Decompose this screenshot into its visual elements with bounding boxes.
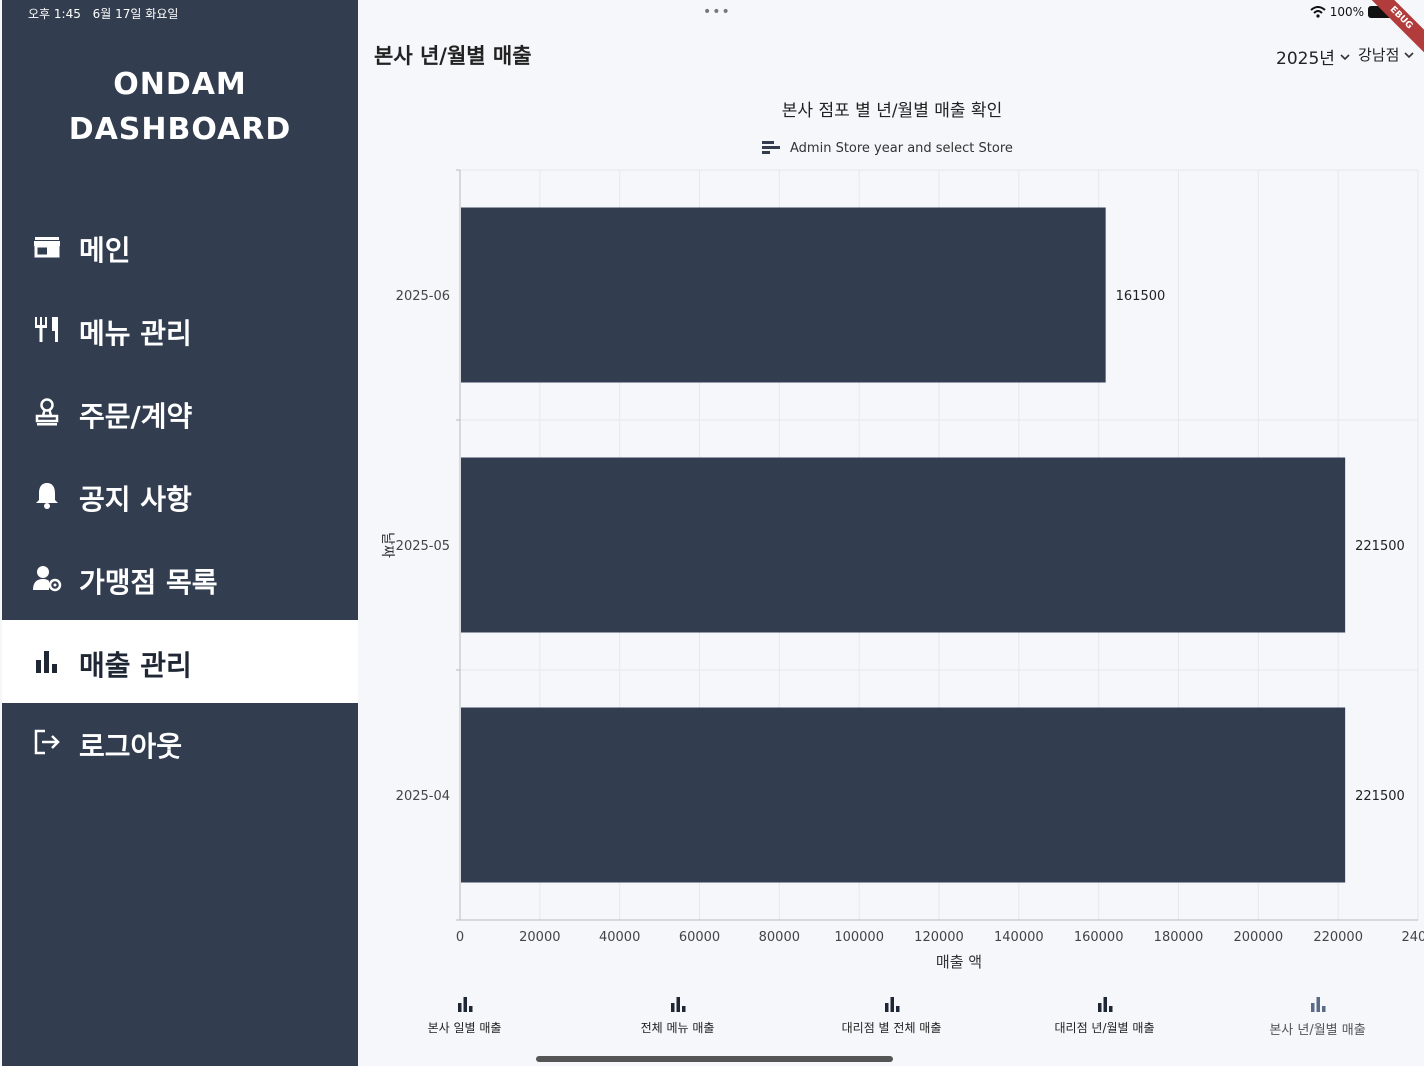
utensils-icon	[35, 317, 58, 342]
tab-hq-daily-sales[interactable]: 본사 일별 매출	[358, 985, 571, 1036]
status-bar-left: 오후 1:45 6월 17일 화요일	[28, 5, 186, 22]
brand-line2: DASHBOARD	[68, 112, 292, 147]
bar-chart-icon	[1310, 997, 1325, 1012]
user-settings-icon	[33, 566, 62, 592]
x-tick-label: 120000	[914, 930, 964, 945]
tab-store-total-sales[interactable]: 대리점 별 전체 매출	[785, 985, 998, 1036]
y-tick-label: 2025-06	[396, 289, 450, 304]
x-tick-label: 200000	[1234, 930, 1284, 945]
data-label: 221500	[1355, 539, 1405, 554]
sidebar-item-sales[interactable]: 매출 관리	[2, 620, 358, 703]
x-tick-label: 20000	[519, 930, 560, 945]
wifi-icon	[1310, 6, 1326, 18]
tab-label: 대리점 년/월별 매출	[1054, 1021, 1155, 1035]
tab-hq-monthly-sales[interactable]: 본사 년/월별 매출	[1211, 985, 1424, 1038]
status-time: 오후 1:45	[28, 7, 81, 21]
x-tick-label: 2400	[1401, 930, 1424, 945]
sidebar-item-label: 메인	[79, 234, 131, 267]
sidebar-item-label: 로그아웃	[79, 730, 183, 763]
sidebar-item-label: 주문/계약	[79, 400, 193, 433]
bell-icon	[36, 483, 58, 509]
x-tick-label: 160000	[1074, 930, 1124, 945]
y-tick-label: 2025-05	[396, 539, 450, 554]
stamp-icon	[35, 398, 59, 426]
tab-store-monthly-sales[interactable]: 대리점 년/월별 매출	[998, 985, 1211, 1036]
horizontal-bar-legend-icon	[762, 141, 780, 154]
tab-label: 본사 일별 매출	[427, 1021, 502, 1035]
bar	[461, 457, 1346, 633]
bar-chart-icon	[884, 997, 899, 1012]
brand-logo: ONDAM DASHBOARD	[2, 62, 358, 152]
x-tick-label: 40000	[599, 930, 640, 945]
logout-icon	[34, 729, 60, 755]
sidebar-item-stores[interactable]: 가맹점 목록	[2, 537, 358, 620]
x-tick-label: 80000	[759, 930, 800, 945]
x-tick-label: 60000	[679, 930, 720, 945]
sidebar-item-label: 매출 관리	[79, 649, 192, 682]
x-tick-label: 220000	[1313, 930, 1363, 945]
year-dropdown-value: 2025년	[1276, 49, 1335, 69]
year-dropdown[interactable]: 2025년	[1276, 44, 1351, 69]
chevron-down-icon	[1404, 51, 1414, 58]
tab-label: 전체 메뉴 매출	[640, 1021, 715, 1035]
y-tick-label: 2025-04	[396, 789, 450, 804]
sidebar-item-notice[interactable]: 공지 사항	[2, 454, 358, 537]
status-date: 6월 17일 화요일	[92, 7, 179, 21]
sidebar-item-orders[interactable]: 주문/계약	[2, 371, 358, 454]
chart-legend[interactable]: Admin Store year and select Store	[762, 140, 1013, 156]
bar	[461, 207, 1106, 383]
x-tick-label: 180000	[1154, 930, 1204, 945]
store-dropdown-value: 강남점	[1358, 46, 1400, 64]
tab-label: 본사 년/월별 매출	[1269, 1023, 1366, 1038]
multitask-dots-icon[interactable]: •••	[703, 4, 731, 20]
x-tick-label: 100000	[834, 930, 884, 945]
sidebar-item-label: 메뉴 관리	[79, 317, 192, 350]
data-label: 221500	[1355, 789, 1405, 804]
bar-chart-icon	[457, 997, 472, 1012]
sidebar-item-label: 공지 사항	[79, 483, 192, 516]
battery-percent: 100%	[1329, 5, 1364, 19]
tab-label: 대리점 별 전체 매출	[841, 1021, 942, 1035]
data-label: 161500	[1116, 289, 1166, 304]
legend-label: Admin Store year and select Store	[790, 140, 1013, 156]
bottom-tab-bar: 본사 일별 매출 전체 메뉴 매출 대리점 별 전체 매출 대리점 년/월별 매…	[358, 985, 1424, 1066]
y-axis-title: 날짜	[379, 532, 395, 558]
status-bar-right: 100%	[1310, 5, 1394, 19]
page-title: 본사 년/월별 매출	[374, 44, 532, 68]
x-axis-title: 매출 액	[936, 953, 982, 971]
chevron-down-icon	[1340, 53, 1350, 60]
brand-line1: ONDAM	[113, 67, 247, 102]
sidebar-item-label: 가맹점 목록	[79, 566, 218, 599]
bar-chart-icon	[36, 651, 57, 673]
store-dropdown[interactable]: 강남점	[1358, 44, 1415, 65]
bar-chart-icon	[670, 997, 685, 1012]
store-icon	[34, 237, 60, 258]
x-tick-label: 140000	[994, 930, 1044, 945]
sales-bar-chart: 0 20000 40000 60000 80000 100000 120000 140000 1…	[379, 169, 1424, 971]
home-indicator[interactable]	[536, 1056, 893, 1062]
sidebar-item-main[interactable]: 메인	[2, 205, 358, 288]
chart-title: 본사 점포 별 년/월별 매출 확인	[781, 101, 1003, 121]
bar	[461, 707, 1346, 883]
sidebar-item-menu[interactable]: 메뉴 관리	[2, 288, 358, 371]
bar-chart-icon	[1097, 997, 1112, 1012]
x-tick-label: 0	[456, 930, 464, 945]
tab-all-menu-sales[interactable]: 전체 메뉴 매출	[571, 985, 784, 1036]
sidebar-item-logout[interactable]: 로그아웃	[2, 701, 358, 784]
sidebar: ONDAM DASHBOARD 메인 메뉴 관리	[2, 0, 358, 1066]
